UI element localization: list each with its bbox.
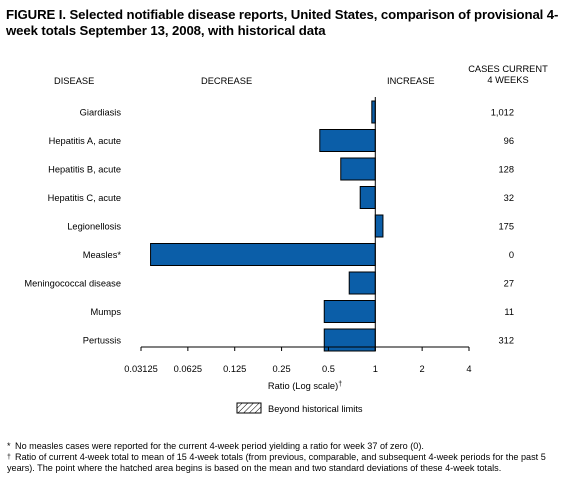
category-label: Legionellosis bbox=[67, 222, 121, 232]
category-label: Pertussis bbox=[83, 336, 122, 346]
case-count: 128 bbox=[498, 165, 514, 175]
bar-6 bbox=[348, 271, 376, 295]
legend-swatch bbox=[236, 402, 262, 414]
x-tick-label: 0.25 bbox=[273, 364, 291, 374]
case-count: 11 bbox=[504, 307, 514, 317]
category-label: Giardiasis bbox=[80, 108, 122, 118]
footnote-1-text: No measles cases were reported for the c… bbox=[15, 441, 424, 451]
header-cases-line2: 4 WEEKS bbox=[487, 75, 529, 85]
header-increase: INCREASE bbox=[387, 76, 435, 86]
case-count: 0 bbox=[509, 250, 514, 260]
case-count: 96 bbox=[504, 136, 514, 146]
bar-3 bbox=[359, 186, 376, 209]
x-axis-label-mark: † bbox=[338, 381, 342, 388]
case-count: 175 bbox=[498, 222, 514, 232]
bar-5 bbox=[150, 243, 376, 266]
footnote-1: * No measles cases were reported for the … bbox=[7, 441, 567, 452]
x-tick-label: 2 bbox=[420, 364, 425, 374]
bar-0 bbox=[371, 100, 376, 124]
case-count-group: 1,012 96 128 32 175 0 27 11 312 bbox=[491, 108, 514, 346]
case-count: 27 bbox=[504, 279, 514, 289]
x-tick-label: 0.03125 bbox=[124, 364, 158, 374]
header-decrease: DECREASE bbox=[201, 76, 253, 86]
case-count: 312 bbox=[498, 336, 514, 346]
bar-8 bbox=[323, 328, 376, 352]
footnote-2-text: Ratio of current 4-week total to mean of… bbox=[7, 452, 546, 473]
x-tick-label: 0.0625 bbox=[174, 364, 202, 374]
footnote-1-mark: * bbox=[7, 441, 11, 451]
footnote-2: † Ratio of current 4-week total to mean o… bbox=[7, 452, 562, 474]
bar-7 bbox=[323, 300, 376, 323]
x-tick-label: 0.125 bbox=[223, 364, 246, 374]
category-label: Measles* bbox=[83, 250, 122, 260]
category-label: Hepatitis C, acute bbox=[48, 193, 121, 203]
x-tick-label: 0.5 bbox=[322, 364, 335, 374]
figure-title: FIGURE I. Selected notifiable disease re… bbox=[6, 7, 559, 38]
bar-group bbox=[150, 100, 384, 352]
case-count: 32 bbox=[504, 193, 514, 203]
x-tick-label: 4 bbox=[466, 364, 471, 374]
x-axis-label-text: Ratio (Log scale) bbox=[268, 381, 338, 391]
tick-group: 0.03125 0.0625 0.125 0.25 0.5 1 2 4 bbox=[124, 347, 472, 374]
x-axis-label: Ratio (Log scale)† bbox=[268, 381, 342, 391]
legend-label: Beyond historical limits bbox=[268, 404, 363, 414]
category-label: Meningococcal disease bbox=[24, 279, 121, 289]
footnote-2-mark: † bbox=[7, 454, 11, 461]
x-tick-label: 1 bbox=[373, 364, 378, 374]
bar-2 bbox=[340, 157, 376, 181]
category-label: Hepatitis A, acute bbox=[49, 136, 121, 146]
header-cases-line1: CASES CURRENT bbox=[468, 64, 548, 74]
category-label-group: Giardiasis Hepatitis A, acute Hepatitis B,… bbox=[24, 108, 121, 346]
category-label: Mumps bbox=[91, 307, 122, 317]
header-disease: DISEASE bbox=[54, 76, 95, 86]
case-count: 1,012 bbox=[491, 108, 514, 118]
category-label: Hepatitis B, acute bbox=[48, 165, 121, 175]
header-cases: CASES CURRENT 4 WEEKS bbox=[466, 64, 550, 86]
bar-4 bbox=[374, 214, 384, 238]
bar-1 bbox=[319, 129, 376, 152]
